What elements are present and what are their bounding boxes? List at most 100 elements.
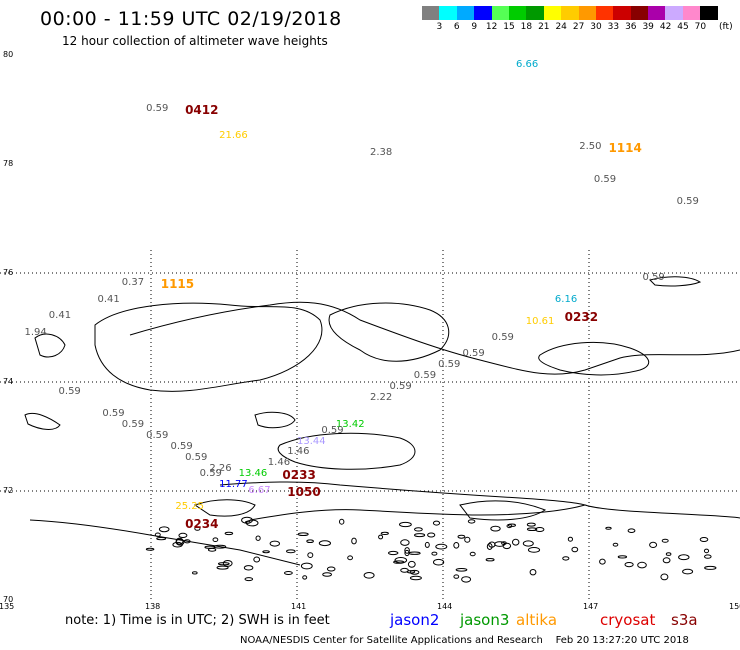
delta-island	[432, 520, 441, 526]
wave-height-label: 1.46	[287, 446, 310, 458]
delta-island	[467, 519, 476, 524]
delta-island	[506, 523, 513, 529]
delta-island	[660, 573, 669, 581]
wave-height-label: 0.59	[491, 331, 514, 343]
delta-island	[318, 540, 331, 547]
delta-island	[388, 550, 399, 556]
credit-text: NOAA/NESDIS Center for Satellite Applica…	[240, 635, 543, 646]
wave-height-label: 2.22	[370, 391, 393, 403]
lat-label: 70	[3, 595, 14, 604]
delta-island	[427, 532, 436, 538]
delta-island	[339, 518, 345, 525]
legend-tick: 24	[555, 22, 567, 32]
delta-island	[490, 525, 501, 532]
satellite-label: jason3	[460, 611, 510, 629]
legend-swatch	[648, 6, 666, 20]
delta-island	[661, 538, 669, 543]
delta-island	[485, 558, 495, 562]
delta-island	[156, 537, 167, 541]
footer-credit: NOAA/NESDIS Center for Satellite Applica…	[240, 635, 689, 646]
lat-label: 72	[3, 486, 14, 495]
wave-height-label: 13.44	[297, 435, 326, 447]
delta-island	[662, 557, 671, 564]
wave-height-label: 11.77	[219, 479, 248, 491]
legend-swatch	[561, 6, 579, 20]
delta-island	[204, 545, 216, 549]
wave-height-label: 13.46	[238, 468, 268, 480]
legend-swatch	[630, 6, 649, 20]
lon-label: 138	[145, 602, 161, 611]
wave-height-label: 1050	[287, 484, 321, 499]
wave-height-label: 0233	[282, 468, 316, 483]
delta-island	[414, 533, 426, 538]
delta-island	[399, 521, 412, 528]
wave-height-label: 6.66	[516, 59, 539, 71]
delta-island	[678, 554, 690, 561]
delta-island	[347, 555, 354, 561]
footer-note: note: 1) Time is in UTC; 2) SWH is in fe…	[65, 613, 330, 628]
delta-island	[351, 537, 357, 545]
legend-tick: 36	[625, 22, 637, 32]
delta-island	[464, 536, 471, 543]
legend-swatch	[543, 6, 562, 20]
delta-island	[378, 534, 384, 540]
delta-island	[704, 565, 717, 570]
delta-island	[300, 562, 313, 570]
wave-height-label: 1114	[608, 141, 642, 156]
delta-island	[363, 572, 375, 579]
delta-island	[393, 560, 405, 564]
delta-islands	[145, 516, 717, 583]
delta-island	[178, 532, 188, 539]
lat-label: 74	[3, 377, 14, 386]
wave-height-label: 1.94	[24, 326, 47, 338]
lat-label: 76	[3, 268, 14, 277]
delta-island	[414, 527, 423, 532]
delta-island	[253, 556, 261, 563]
delta-island	[194, 526, 201, 531]
delta-island	[145, 547, 155, 551]
legend-swatch	[613, 6, 631, 20]
page-subtitle: 12 hour collection of altimeter wave hei…	[62, 34, 328, 48]
legend-tick: 18	[520, 22, 533, 32]
legend-tick: 30	[590, 22, 602, 32]
wave-height-label: 10.61	[525, 315, 555, 327]
legend-swatch	[474, 6, 492, 20]
wave-height-label: 6.16	[554, 293, 578, 305]
wave-height-label: 0.59	[438, 359, 461, 371]
legend-swatch	[682, 6, 701, 20]
delta-island	[244, 577, 254, 582]
lat-label: 80	[3, 50, 14, 59]
delta-island	[404, 549, 410, 557]
delta-island	[326, 566, 336, 572]
wave-height-label: 1.46	[267, 457, 291, 469]
delta-island	[175, 537, 184, 545]
legend-tick: 42	[659, 22, 672, 32]
wave-height-label: 1115	[160, 277, 195, 292]
delta-island	[322, 572, 333, 577]
legend-swatch	[456, 6, 475, 20]
wave-height-label: 0.59	[170, 440, 193, 452]
delta-island	[302, 575, 308, 580]
legend-swatch	[578, 6, 596, 20]
delta-island	[380, 531, 389, 536]
wave-height-label: 0.41	[48, 310, 72, 322]
legend-tick: 33	[607, 22, 620, 32]
delta-island	[486, 543, 493, 550]
delta-island	[262, 550, 270, 554]
wave-height-label: 0.59	[102, 408, 125, 420]
lat-label: 78	[3, 159, 14, 168]
delta-island	[433, 558, 445, 566]
wave-height-label: 0412	[185, 103, 219, 118]
legend-swatch	[491, 6, 509, 20]
wave-height-label: 0.59	[121, 419, 145, 431]
delta-island	[457, 534, 466, 539]
legend-swatch	[439, 6, 457, 20]
wave-height-label: 0.37	[121, 277, 145, 289]
legend-tick: 27	[572, 22, 585, 32]
legend-tick: 21	[538, 22, 550, 32]
color-legend	[422, 6, 718, 20]
delta-island	[269, 540, 280, 547]
delta-island	[665, 552, 672, 556]
delta-island	[409, 575, 422, 581]
wave-height-label: 6.67	[248, 484, 271, 496]
